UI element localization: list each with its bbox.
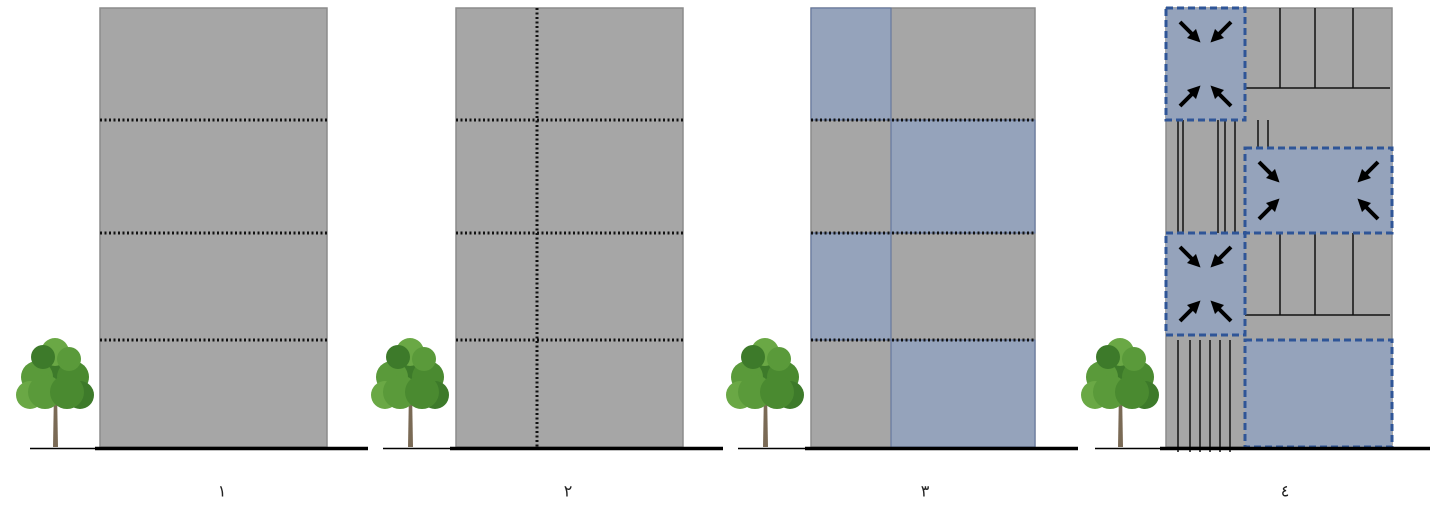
blue-cell bbox=[890, 119, 1036, 234]
tree-foliage bbox=[386, 345, 410, 369]
inward-arrow bbox=[1257, 160, 1280, 183]
inward-arrow bbox=[1210, 245, 1233, 268]
panel-label: ٤ bbox=[1281, 482, 1290, 501]
inward-arrow bbox=[1357, 160, 1380, 183]
inward-arrow bbox=[1210, 20, 1233, 43]
tree-foliage bbox=[760, 375, 794, 409]
tree-foliage bbox=[1115, 375, 1149, 409]
building bbox=[455, 7, 684, 448]
blue-cell bbox=[810, 7, 892, 121]
tree-foliage bbox=[1096, 345, 1120, 369]
blue-module bbox=[1243, 338, 1394, 449]
tree-foliage bbox=[1122, 347, 1146, 371]
tree-foliage bbox=[50, 375, 84, 409]
tree-foliage bbox=[31, 345, 55, 369]
inward-arrow bbox=[1210, 85, 1233, 108]
tree-foliage bbox=[741, 345, 765, 369]
tree-foliage bbox=[405, 375, 439, 409]
tree-foliage bbox=[412, 347, 436, 371]
panel-label: ١ bbox=[218, 482, 227, 501]
blue-module bbox=[1164, 6, 1247, 122]
tree-foliage bbox=[767, 347, 791, 371]
inward-arrow bbox=[1178, 85, 1201, 108]
tree-foliage bbox=[57, 347, 81, 371]
inward-arrow bbox=[1178, 245, 1201, 268]
panel-label: ٢ bbox=[564, 482, 573, 501]
blue-module bbox=[1243, 146, 1394, 235]
blue-module bbox=[1164, 231, 1247, 337]
panel-label: ٣ bbox=[921, 482, 930, 501]
inward-arrow bbox=[1357, 198, 1380, 221]
inward-arrow bbox=[1257, 198, 1280, 221]
blue-cell bbox=[810, 232, 892, 341]
building bbox=[99, 7, 328, 448]
blue-cell bbox=[890, 339, 1036, 448]
inward-arrow bbox=[1178, 20, 1201, 43]
inward-arrow bbox=[1178, 300, 1201, 323]
inward-arrow bbox=[1210, 300, 1233, 323]
